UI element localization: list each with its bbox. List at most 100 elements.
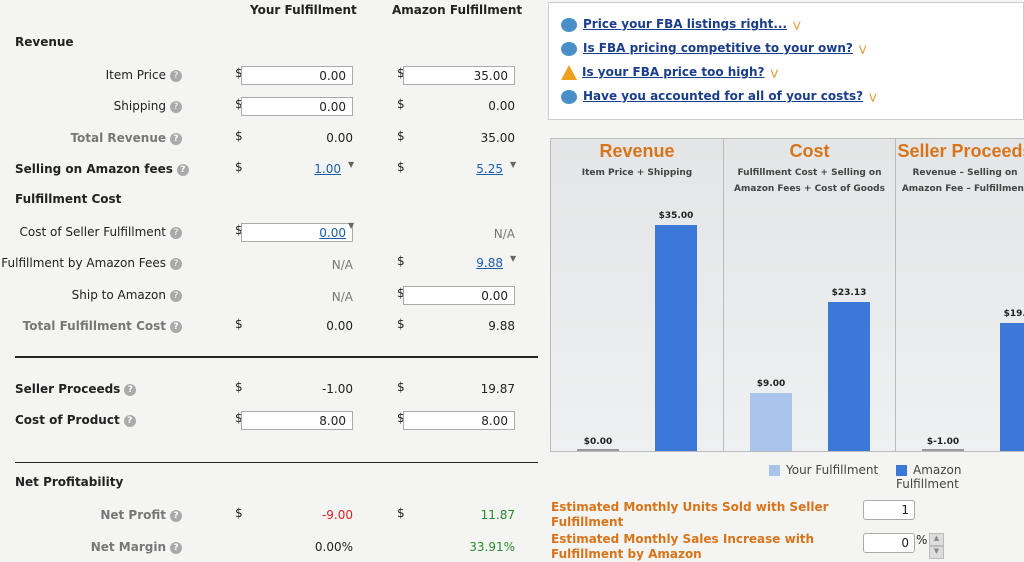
row-label-shipping: Shipping? [114,99,182,113]
currency-symbol: $ [397,66,405,80]
currency-symbol: $ [397,254,405,268]
row-label-fba_fees: Fulfillment by Amazon Fees? [1,256,182,270]
help-icon[interactable]: ? [170,69,182,82]
chevron-down-icon[interactable]: ⋁ [770,69,779,79]
label-text: Item Price [105,68,166,82]
bar-value-label: $-1.00 [926,437,960,447]
speech-bubble-icon [561,41,577,56]
shipping-amazon-value: 0.00 [488,99,515,113]
fba_fees-amazon-link[interactable]: 9.88 [476,256,503,270]
currency-symbol: $ [235,506,243,520]
help-icon[interactable]: ? [170,509,182,522]
stepper-up-icon[interactable]: ▲ [929,533,944,546]
label-text: Total Revenue [70,131,166,145]
seller_proceeds-your-value: -1.00 [321,382,353,396]
cost_of_product-amazon-input[interactable]: 8.00 [403,411,515,430]
tip-link[interactable]: Is your FBA price too high? ⋁ [561,65,778,80]
ship_to_amazon-amazon-input[interactable]: 0.00 [403,286,515,305]
bar-value-label: $9.00 [756,378,786,389]
bar-value-label: $23.13 [831,287,867,298]
help-icon[interactable]: ? [170,132,182,145]
currency-symbol: $ [397,286,405,300]
help-icon[interactable]: ? [170,226,182,239]
tip-text: Is your FBA price too high? [582,65,765,79]
chart-panel-subtitle: Revenue – Selling on Amazon Fee – Fulfil… [901,168,1024,194]
fba_fees-your-value: N/A [331,258,353,272]
dropdown-caret-icon[interactable]: ▼ [348,221,355,230]
header-your-fulfillment: Your Fulfillment [250,3,357,17]
fba_fees-amazon-dropdown[interactable]: 9.88 [389,256,503,270]
tip-link[interactable]: Price your FBA listings right... ⋁ [561,17,801,32]
seller_proceeds-amazon-value: 19.87 [480,382,515,396]
chevron-down-icon[interactable]: ⋁ [858,45,867,55]
increase-input[interactable]: 0 [863,533,915,553]
seller_fulfillment-amazon-value: N/A [493,227,515,241]
dropdown-caret-icon[interactable]: ▼ [510,160,517,169]
currency-symbol: $ [235,66,243,80]
help-icon[interactable]: ? [170,289,182,302]
currency-symbol: $ [235,380,243,394]
help-icon[interactable]: ? [170,100,182,113]
currency-symbol: $ [397,317,405,331]
legend-label: Amazon Fulfillment [896,463,962,491]
label-text: Fulfillment by Amazon Fees [1,256,166,270]
cost_of_product-your-input[interactable]: 8.00 [241,411,353,430]
row-label-seller_proceeds: Seller Proceeds? [15,382,137,396]
currency-symbol: $ [397,506,405,520]
label-text: Shipping [113,99,166,113]
legend-your: Your Fulfillment [769,463,878,477]
currency-symbol: $ [397,129,405,143]
selling_fees-your-link[interactable]: 1.00 [314,162,341,176]
tip-link[interactable]: Is FBA pricing competitive to your own? ⋁ [561,41,866,56]
tip-link[interactable]: Have you accounted for all of your costs… [561,89,877,104]
divider [15,462,538,463]
help-icon[interactable]: ? [124,383,137,396]
row-label-seller_fulfillment: Cost of Seller Fulfillment? [20,225,182,239]
currency-symbol: $ [235,97,243,111]
section-net-profitability: Net Profitability [15,475,124,489]
row-label-ship_to_amazon: Ship to Amazon? [72,288,182,302]
seller_fulfillment-your-input[interactable]: 0.00 [241,223,353,242]
help-icon[interactable]: ? [123,414,136,427]
chart-panel-0: Revenue Item Price + Shipping [550,138,724,452]
currency-symbol: $ [235,129,243,143]
shipping-your-input[interactable]: 0.00 [241,97,353,116]
tip-text: Have you accounted for all of your costs… [583,89,864,103]
units-label: Estimated Monthly Units Sold with Seller… [551,500,829,529]
selling_fees-your-dropdown[interactable]: 1.00 [227,162,341,176]
currency-symbol: $ [397,411,405,425]
label-text: Net Profit [100,508,166,522]
row-label-cost_of_product: Cost of Product? [15,413,136,427]
selling_fees-amazon-dropdown[interactable]: 5.25 [389,162,503,176]
currency-symbol: $ [235,411,243,425]
label-text: Selling on Amazon fees [15,162,173,176]
help-icon[interactable]: ? [170,541,182,554]
row-label-net_margin: Net Margin? [91,540,182,554]
tip-text: Price your FBA listings right... [583,17,788,31]
selling_fees-amazon-link[interactable]: 5.25 [476,162,503,176]
bar-value-label: $0.00 [583,437,613,447]
bar-amazon-1 [828,301,870,451]
units-input[interactable]: 1 [863,500,915,520]
currency-symbol: $ [235,160,243,174]
seller_fulfillment-your-link[interactable]: 0.00 [319,226,346,240]
warning-icon [561,65,577,80]
help-icon[interactable]: ? [176,163,189,176]
item_price-your-input[interactable]: 0.00 [241,66,353,85]
item_price-amazon-input[interactable]: 35.00 [403,66,515,85]
stepper-down-icon[interactable]: ▼ [929,546,944,559]
dropdown-caret-icon[interactable]: ▼ [348,160,355,169]
help-icon[interactable]: ? [170,320,182,333]
dropdown-caret-icon[interactable]: ▼ [510,254,517,263]
chevron-down-icon[interactable]: ⋁ [869,93,877,103]
chart-panel-title: Seller Proceeds [897,141,1024,161]
row-label-item_price: Item Price? [106,68,182,82]
bar-amazon-2 [1000,322,1024,451]
help-icon[interactable]: ? [170,257,182,270]
total_revenue-amazon-value: 35.00 [480,131,515,145]
ship_to_amazon-your-value: N/A [331,290,353,304]
total_revenue-your-value: 0.00 [326,131,353,145]
chart-panel-subtitle: Fulfillment Cost + Selling on Amazon Fee… [734,168,885,194]
speech-bubble-icon [561,17,577,32]
chevron-down-icon[interactable]: ⋁ [793,21,801,31]
